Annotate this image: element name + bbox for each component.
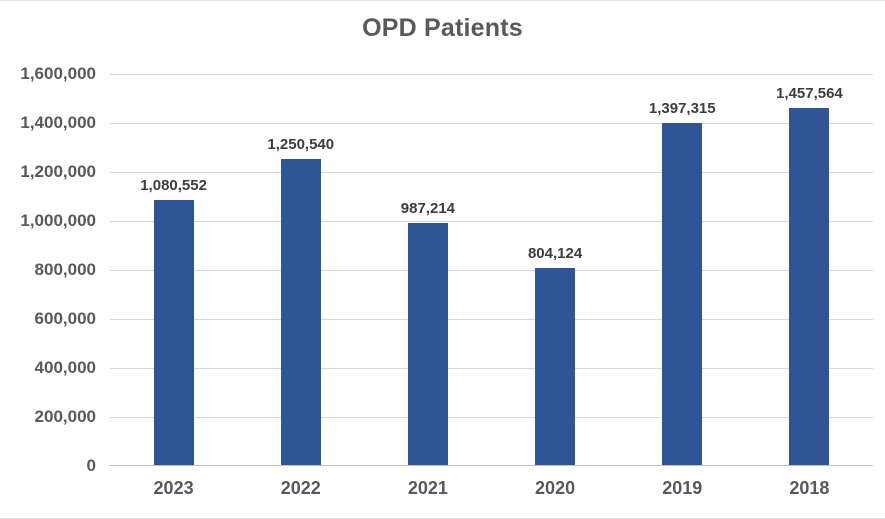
gridline [110,73,873,75]
bar-2021 [407,223,448,465]
y-tick-label: 1,200,000 [20,162,96,181]
y-tick-label: 0 [86,456,96,475]
bar-value-label: 804,124 [527,245,583,262]
bar-2020 [535,268,576,465]
chart-title: OPD Patients [362,14,523,42]
bar-2018 [789,107,830,465]
gridline [110,367,873,369]
y-tick-label: 1,400,000 [20,113,96,132]
y-tick-label: 1,000,000 [20,211,96,230]
y-tick-label: 600,000 [34,309,96,328]
bar-2022 [280,158,321,465]
gridline [110,416,873,418]
bar-value-label: 1,397,315 [648,99,716,117]
bar-2019 [662,122,703,465]
plot-area: 1,080,552 1,250,540 987,214 804,124 1,397,31… [110,73,873,466]
bar-value-label: 1,080,552 [140,177,207,195]
x-tick-label: 2019 [662,478,703,498]
bar-value-label: 987,214 [400,200,456,218]
gridline [110,220,873,222]
x-tick-label: 2018 [789,478,830,498]
y-tick-label: 200,000 [34,407,96,426]
gridline [110,122,873,124]
gridline [110,318,873,320]
gridline [110,269,873,271]
x-tick-label: 2021 [407,478,448,498]
y-tick-label: 800,000 [34,260,96,279]
x-tick-label: 2020 [535,478,576,498]
bar-2023 [153,200,194,465]
gridline [110,171,873,173]
x-tick-label: 2023 [153,478,194,498]
bar-value-label: 1,250,540 [267,135,335,153]
y-tick-label: 1,600,000 [20,64,96,83]
y-tick-label: 400,000 [34,358,96,377]
x-tick-label: 2022 [280,478,321,498]
bar-value-label: 1,457,564 [776,84,843,102]
